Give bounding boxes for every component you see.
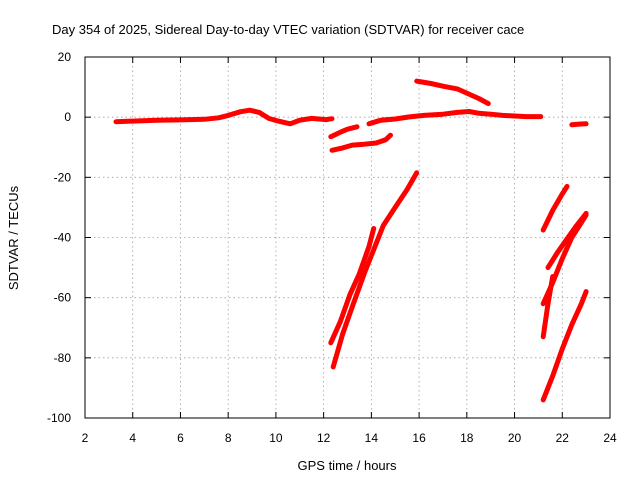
series-trace-16-19-high [414, 78, 491, 107]
y-tick-label: -80 [54, 351, 72, 365]
series-trace-12-13 [328, 124, 360, 140]
series-steep-a [328, 226, 377, 346]
chart-title: Day 354 of 2025, Sidereal Day-to-day VTE… [52, 22, 524, 37]
x-tick-label: 24 [603, 431, 617, 445]
y-tick-label: 20 [58, 50, 72, 64]
x-tick-label: 12 [317, 431, 331, 445]
x-tick-label: 10 [269, 431, 283, 445]
x-tick-label: 6 [177, 431, 184, 445]
x-tick-label: 18 [460, 431, 474, 445]
x-tick-label: 22 [556, 431, 570, 445]
y-tick-label: -40 [54, 231, 72, 245]
series-steep-c [540, 183, 570, 233]
x-axis-label: GPS time / hours [298, 458, 397, 473]
x-tick-label: 8 [225, 431, 232, 445]
x-tick-label: 20 [508, 431, 522, 445]
series-trace-main-near-zero [113, 107, 335, 127]
y-tick-label: -60 [54, 291, 72, 305]
x-tick-label: 14 [365, 431, 379, 445]
series-trace-14-21 [366, 109, 544, 127]
series-group [113, 78, 589, 403]
x-tick-label: 2 [82, 431, 89, 445]
y-tick-label: -100 [47, 411, 71, 425]
grid [85, 57, 610, 418]
x-tick-label: 4 [129, 431, 136, 445]
x-axis: 2 4 6 8 10 12 14 16 18 20 22 24 [82, 57, 617, 445]
series-steep-b [330, 170, 420, 370]
series-steep-f [540, 274, 556, 340]
x-tick-label: 16 [412, 431, 426, 445]
y-tick-label: 0 [64, 110, 71, 124]
y-axis: -100 -80 -60 -40 -20 0 20 [47, 50, 610, 425]
series-steep-g [540, 289, 589, 403]
series-trace-lower-12-15 [329, 132, 393, 153]
y-axis-label: SDTVAR / TECUs [6, 185, 21, 290]
series-trace-22-23 [569, 121, 589, 128]
y-tick-label: -20 [54, 170, 72, 184]
